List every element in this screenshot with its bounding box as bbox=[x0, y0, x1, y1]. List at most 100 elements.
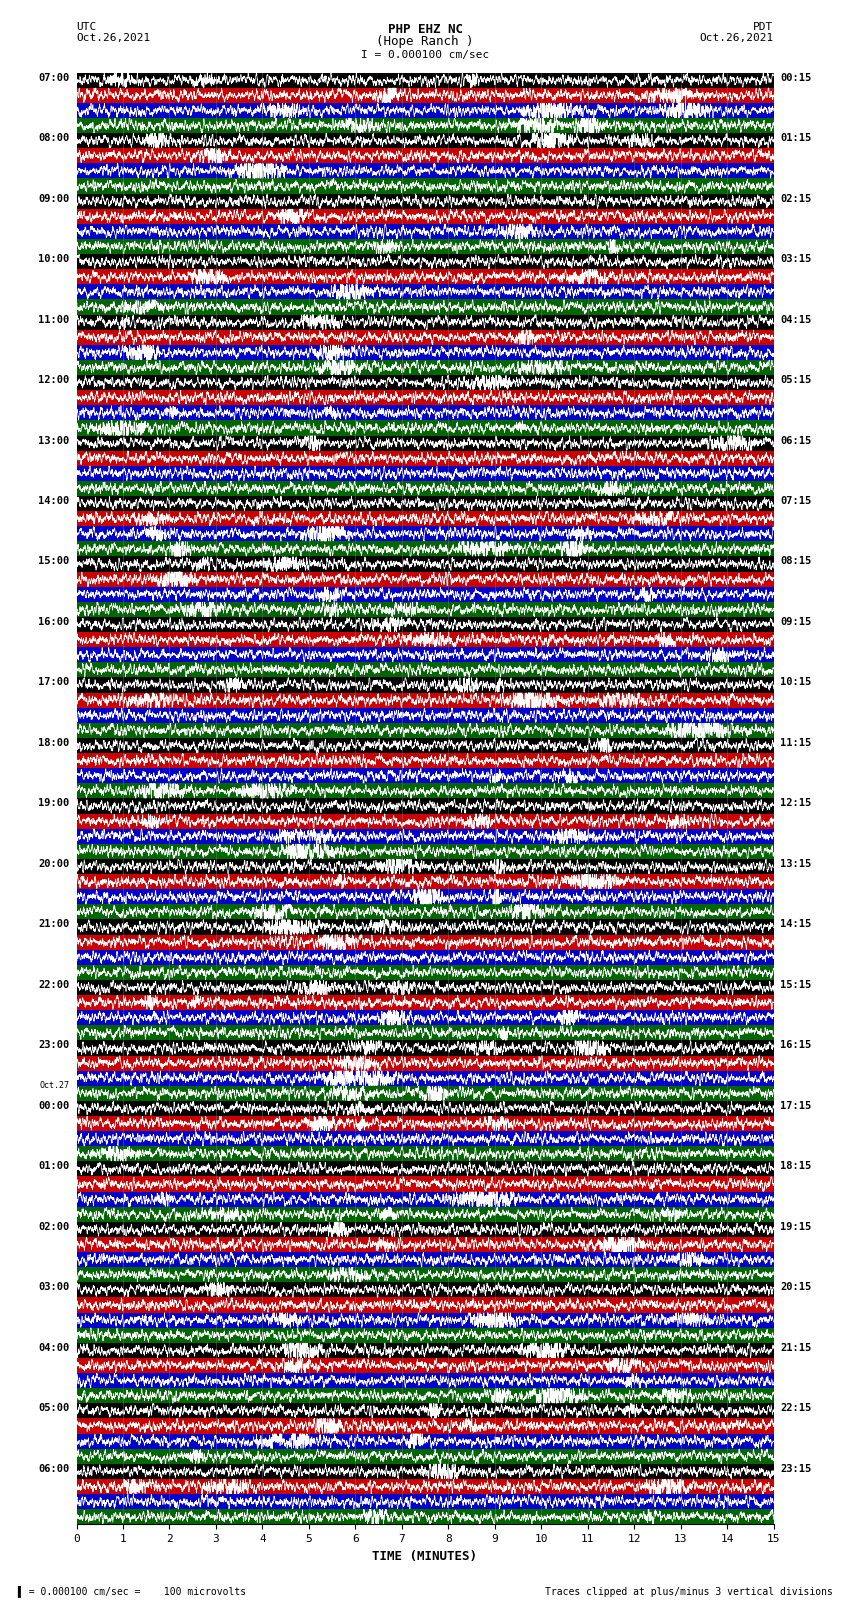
Bar bbox=[76, 329, 774, 345]
Text: 08:00: 08:00 bbox=[38, 134, 70, 144]
Text: 16:00: 16:00 bbox=[38, 618, 70, 627]
Text: 04:00: 04:00 bbox=[38, 1342, 70, 1353]
Bar bbox=[76, 1268, 774, 1282]
Text: Oct.27: Oct.27 bbox=[40, 1081, 70, 1090]
Bar bbox=[76, 571, 774, 587]
Bar bbox=[76, 224, 774, 239]
Text: 18:15: 18:15 bbox=[780, 1161, 812, 1171]
Bar bbox=[76, 1100, 774, 1116]
Bar bbox=[76, 1192, 774, 1207]
Bar bbox=[76, 1010, 774, 1026]
Text: 05:00: 05:00 bbox=[38, 1403, 70, 1413]
Bar bbox=[76, 1403, 774, 1418]
Bar bbox=[76, 647, 774, 663]
Bar bbox=[76, 1116, 774, 1131]
Text: Oct.26,2021: Oct.26,2021 bbox=[76, 32, 150, 44]
Bar bbox=[76, 798, 774, 813]
Bar bbox=[76, 950, 774, 965]
Text: 12:15: 12:15 bbox=[780, 798, 812, 808]
Bar bbox=[76, 1479, 774, 1494]
Text: Oct.26,2021: Oct.26,2021 bbox=[700, 32, 774, 44]
Bar bbox=[76, 239, 774, 255]
Bar bbox=[76, 813, 774, 829]
Bar bbox=[76, 632, 774, 647]
Text: 00:15: 00:15 bbox=[780, 73, 812, 82]
Bar bbox=[76, 1342, 774, 1358]
Text: 21:15: 21:15 bbox=[780, 1342, 812, 1353]
Bar bbox=[76, 784, 774, 798]
Text: 01:15: 01:15 bbox=[780, 134, 812, 144]
Bar bbox=[76, 390, 774, 405]
Bar bbox=[76, 919, 774, 934]
Bar bbox=[76, 1161, 774, 1176]
Bar bbox=[76, 208, 774, 224]
Bar bbox=[76, 1252, 774, 1268]
Bar bbox=[76, 965, 774, 981]
Bar bbox=[76, 1358, 774, 1373]
Bar bbox=[76, 148, 774, 163]
Bar bbox=[76, 1510, 774, 1524]
Text: PDT: PDT bbox=[753, 23, 774, 32]
Bar bbox=[76, 663, 774, 677]
Bar bbox=[76, 753, 774, 768]
Text: 17:00: 17:00 bbox=[38, 677, 70, 687]
Text: 20:00: 20:00 bbox=[38, 858, 70, 869]
Bar bbox=[76, 1448, 774, 1465]
Text: Traces clipped at plus/minus 3 vertical divisions: Traces clipped at plus/minus 3 vertical … bbox=[545, 1587, 833, 1597]
Text: I = 0.000100 cm/sec: I = 0.000100 cm/sec bbox=[361, 50, 489, 60]
Bar bbox=[76, 858, 774, 874]
Bar bbox=[76, 1071, 774, 1086]
Bar bbox=[76, 1176, 774, 1192]
Bar bbox=[76, 708, 774, 723]
Text: 09:15: 09:15 bbox=[780, 618, 812, 627]
Text: 03:00: 03:00 bbox=[38, 1282, 70, 1292]
Text: 12:00: 12:00 bbox=[38, 376, 70, 386]
Bar bbox=[76, 1389, 774, 1403]
Text: ▌ = 0.000100 cm/sec =    100 microvolts: ▌ = 0.000100 cm/sec = 100 microvolts bbox=[17, 1586, 246, 1597]
Bar bbox=[76, 118, 774, 134]
Bar bbox=[76, 602, 774, 618]
Bar bbox=[76, 587, 774, 602]
Text: 02:15: 02:15 bbox=[780, 194, 812, 203]
Bar bbox=[76, 692, 774, 708]
Bar bbox=[76, 1297, 774, 1313]
Bar bbox=[76, 194, 774, 208]
Bar bbox=[76, 526, 774, 542]
Bar bbox=[76, 511, 774, 526]
Text: (Hope Ranch ): (Hope Ranch ) bbox=[377, 34, 473, 47]
Bar bbox=[76, 376, 774, 390]
Bar bbox=[76, 360, 774, 376]
Bar bbox=[76, 844, 774, 858]
Bar bbox=[76, 134, 774, 148]
Bar bbox=[76, 979, 774, 995]
Bar bbox=[76, 255, 774, 269]
Text: 22:00: 22:00 bbox=[38, 981, 70, 990]
Bar bbox=[76, 556, 774, 571]
Text: 07:00: 07:00 bbox=[38, 73, 70, 82]
Text: 19:00: 19:00 bbox=[38, 798, 70, 808]
Bar bbox=[76, 829, 774, 844]
Bar bbox=[76, 269, 774, 284]
Text: 11:00: 11:00 bbox=[38, 315, 70, 324]
Text: 00:00: 00:00 bbox=[38, 1102, 70, 1111]
X-axis label: TIME (MINUTES): TIME (MINUTES) bbox=[372, 1550, 478, 1563]
Bar bbox=[76, 87, 774, 103]
Bar bbox=[76, 103, 774, 118]
Bar bbox=[76, 1086, 774, 1102]
Bar bbox=[76, 889, 774, 905]
Text: 14:00: 14:00 bbox=[38, 497, 70, 506]
Text: 20:15: 20:15 bbox=[780, 1282, 812, 1292]
Text: 14:15: 14:15 bbox=[780, 919, 812, 929]
Bar bbox=[76, 1373, 774, 1389]
Bar bbox=[76, 421, 774, 436]
Bar bbox=[76, 1147, 774, 1161]
Text: 13:15: 13:15 bbox=[780, 858, 812, 869]
Bar bbox=[76, 934, 774, 950]
Text: 03:15: 03:15 bbox=[780, 255, 812, 265]
Text: 15:00: 15:00 bbox=[38, 556, 70, 566]
Bar bbox=[76, 768, 774, 784]
Bar bbox=[76, 497, 774, 511]
Text: 18:00: 18:00 bbox=[38, 739, 70, 748]
Bar bbox=[76, 1026, 774, 1040]
Bar bbox=[76, 905, 774, 919]
